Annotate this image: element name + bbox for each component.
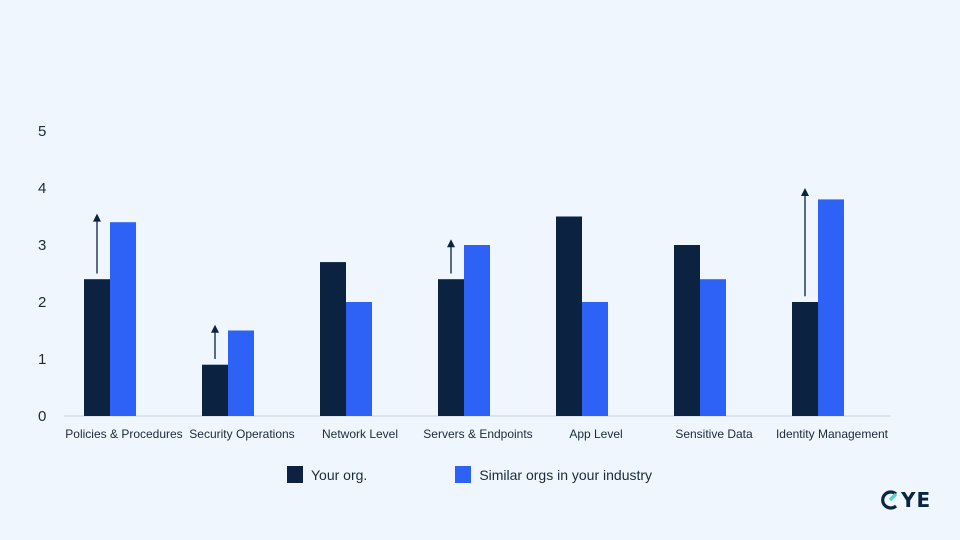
legend-label-similar-orgs: Similar orgs in your industry [479, 466, 653, 483]
bar-similar-orgs-app-level [582, 302, 608, 416]
x-tick-label-security-operations: Security Operations [189, 427, 294, 441]
legend-item-similar-orgs: Similar orgs in your industry [455, 466, 652, 483]
y-axis: 0 1 2 3 4 5 [38, 123, 46, 425]
bar-your-org-app-level [556, 216, 582, 416]
legend-item-your-org: Your org. [287, 466, 367, 483]
y-tick-label-4: 4 [38, 180, 46, 197]
bar-your-org-sensitive-data [674, 245, 700, 416]
legend-swatch-similar-orgs [455, 466, 472, 483]
x-tick-label-servers-and-endpoints: Servers & Endpoints [423, 427, 532, 441]
improvement-arrow-identity-management [801, 188, 809, 297]
bar-your-org-network-level [320, 262, 346, 416]
logo-text: YE [901, 488, 932, 512]
bar-series [84, 199, 844, 416]
y-tick-label-0: 0 [38, 408, 46, 425]
bar-similar-orgs-network-level [346, 302, 372, 416]
legend-label-your-org: Your org. [311, 466, 368, 483]
x-tick-label-app-level: App Level [569, 427, 622, 441]
improvement-arrow-servers-and-endpoints [447, 239, 455, 274]
x-tick-label-sensitive-data: Sensitive Data [675, 427, 753, 441]
logo-c-icon [881, 490, 898, 510]
y-tick-label-3: 3 [38, 237, 46, 254]
bar-similar-orgs-sensitive-data [700, 279, 726, 416]
bar-similar-orgs-policies-and-procedures [110, 222, 136, 416]
bar-your-org-servers-and-endpoints [438, 279, 464, 416]
improvement-arrows [93, 188, 809, 359]
y-tick-label-5: 5 [38, 123, 46, 140]
y-tick-label-1: 1 [38, 351, 46, 368]
bar-your-org-identity-management [792, 302, 818, 416]
legend-swatch-your-org [287, 466, 303, 483]
bar-similar-orgs-servers-and-endpoints [464, 245, 490, 416]
legend: Your org. Similar orgs in your industry [287, 466, 652, 483]
cye-logo: YE [880, 488, 931, 512]
bar-your-org-security-operations [202, 364, 228, 416]
bar-chart: 0 1 2 3 4 5 Policies & Procedures Security Ope… [38, 123, 890, 441]
improvement-arrow-policies-and-procedures [93, 213, 101, 274]
x-axis: Policies & Procedures Security Operations… [65, 427, 888, 441]
x-tick-label-policies-and-procedures: Policies & Procedures [65, 427, 182, 441]
y-tick-label-2: 2 [38, 294, 46, 311]
bar-your-org-policies-and-procedures [84, 279, 110, 416]
bar-similar-orgs-identity-management [818, 199, 844, 416]
x-tick-label-network-level: Network Level [322, 427, 398, 441]
x-tick-label-identity-management: Identity Management [776, 427, 889, 441]
bar-similar-orgs-security-operations [228, 330, 254, 416]
improvement-arrow-security-operations [211, 324, 219, 359]
